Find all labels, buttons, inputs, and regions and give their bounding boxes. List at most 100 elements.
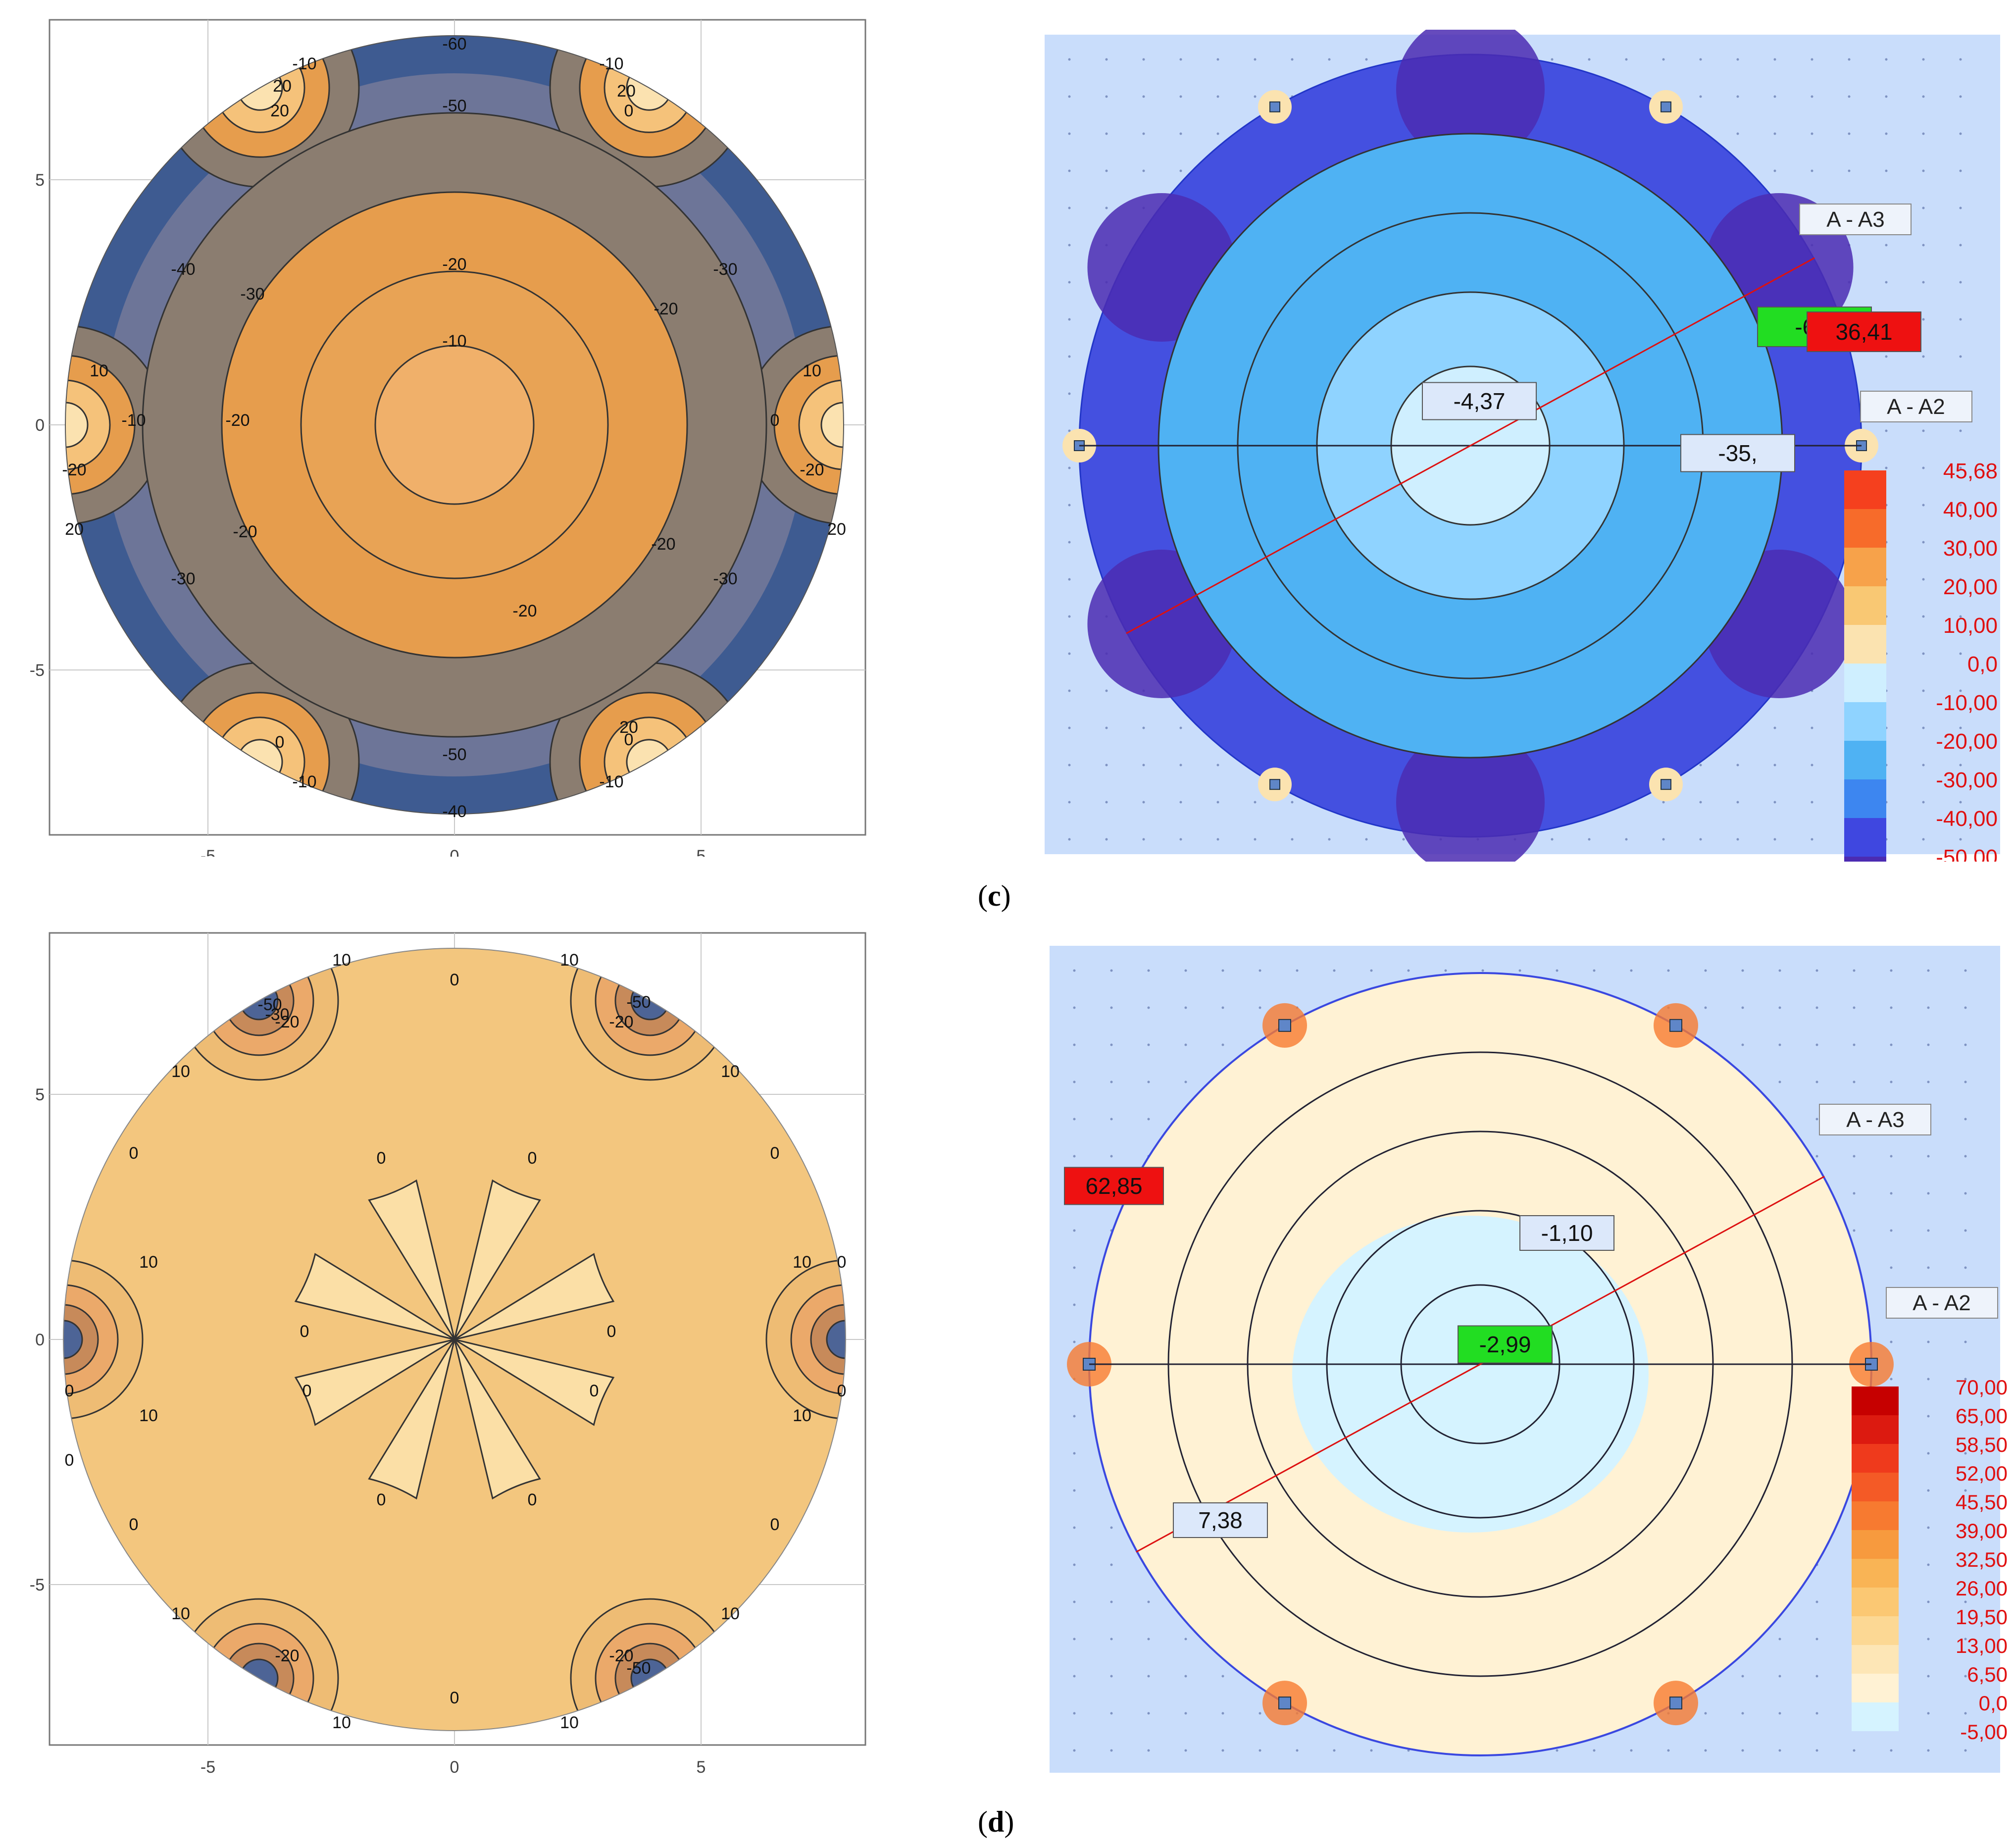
contour-label: 10 <box>139 1406 158 1425</box>
petal <box>453 1339 541 1500</box>
y-tick: -5 <box>30 661 45 680</box>
value-box-label: 7,38 <box>1198 1507 1243 1533</box>
legend-value: 13,00 <box>1956 1634 2008 1657</box>
grid-dot <box>1105 689 1108 692</box>
contour-label: -50 <box>257 995 282 1014</box>
grid-dot <box>1811 58 1813 61</box>
grid-dot <box>1959 578 1962 581</box>
grid-dot <box>1890 1006 1893 1009</box>
grid-dot <box>1927 1378 1930 1381</box>
grid-dot <box>1964 1489 1967 1492</box>
contour-label: 0 <box>450 1689 459 1707</box>
grid-dot <box>1551 58 1554 61</box>
grid-dot <box>1073 1266 1076 1269</box>
support-lobe <box>63 1259 144 1420</box>
support-lobe <box>65 402 89 448</box>
grid-dot <box>1556 1749 1559 1752</box>
contour-label: -10 <box>599 772 623 791</box>
grid-dot <box>1778 1749 1781 1752</box>
grid-dot <box>1296 969 1299 972</box>
petal <box>368 1179 455 1340</box>
grid-dot <box>1147 1006 1150 1009</box>
grid-dot <box>1853 1229 1856 1232</box>
contour-label: -50 <box>442 97 466 115</box>
grid-dot <box>1741 1712 1744 1715</box>
grid-dot <box>1964 1229 1967 1232</box>
grid-dot <box>1142 132 1145 135</box>
legend-value: -50,00 <box>1936 845 1998 862</box>
contour-label: 10 <box>560 951 579 970</box>
petal <box>453 1179 541 1340</box>
grid-dot <box>1179 801 1182 804</box>
legend-value: -40,00 <box>1936 807 1998 831</box>
grid-dot <box>1216 132 1219 135</box>
grid-dot <box>1922 281 1925 284</box>
grid-dot <box>1105 58 1108 61</box>
grid-dot <box>1147 1749 1150 1752</box>
fem-plot-d: 62,85 -1,10 -2,99 7,38 70,00 65,00 58,50 52,00… <box>1050 946 2008 1773</box>
grid-dot <box>1885 281 1888 284</box>
contour-label: -30 <box>713 260 737 279</box>
grid-dot <box>1259 1712 1261 1715</box>
section-a2-label: A - A2 <box>1913 1291 1970 1315</box>
grid-dot <box>1704 1006 1707 1009</box>
contour-label: 0 <box>607 1322 616 1341</box>
legend-value: 6,50 <box>1967 1663 2008 1686</box>
grid-dot <box>1667 1749 1670 1752</box>
grid-dot <box>1815 1600 1818 1603</box>
grid-dot <box>1848 132 1851 135</box>
grid-dot <box>1736 801 1739 804</box>
grid-dot <box>1927 969 1930 972</box>
grid-dot <box>1333 1749 1336 1752</box>
grid-dot <box>1964 1749 1967 1752</box>
grid-dot <box>1184 1749 1187 1752</box>
grid-dot <box>1699 764 1702 767</box>
grid-dot <box>1110 1712 1113 1715</box>
grid-dot <box>1815 1155 1818 1158</box>
contour-fill <box>65 36 844 814</box>
value-box-label: 62,85 <box>1085 1173 1142 1199</box>
support-lobe <box>63 1284 119 1395</box>
grid-dot <box>1147 1118 1150 1121</box>
support-node <box>1669 1696 1682 1710</box>
grid-dot <box>1922 615 1925 618</box>
contour-label: -20 <box>442 255 466 274</box>
legend-value: 10,00 <box>1943 614 1998 638</box>
grid-dot <box>1073 1303 1076 1306</box>
contour-label: 0 <box>450 971 459 989</box>
legend-swatch <box>1852 1645 1899 1674</box>
contour-label: 0 <box>377 1490 386 1509</box>
support-node <box>1661 101 1671 112</box>
grid-dot <box>1068 652 1071 655</box>
support-lobe <box>63 1320 83 1359</box>
grid-dot <box>1885 132 1888 135</box>
grid-dot <box>1699 58 1702 61</box>
petal <box>294 1338 455 1426</box>
contour-label: -10 <box>292 772 316 791</box>
contour-label: -20 <box>651 535 675 554</box>
petal <box>454 1253 615 1340</box>
grid-dot <box>1815 1638 1818 1641</box>
grid-dot <box>1221 969 1224 972</box>
contour-label: 0 <box>65 1451 74 1470</box>
contour-label: 0 <box>65 1382 74 1400</box>
grid-dot <box>1216 95 1219 98</box>
grid-dot <box>1147 1712 1150 1715</box>
grid-dot <box>1964 1043 1967 1046</box>
grid-dot <box>1773 95 1776 98</box>
grid-dot <box>1073 1749 1076 1752</box>
grid-dot <box>1105 169 1108 172</box>
grid-dot <box>1736 132 1739 135</box>
grid-dot <box>1221 1712 1224 1715</box>
grid-dot <box>1179 838 1182 841</box>
value-box <box>1680 434 1795 472</box>
grid-dot <box>1110 1638 1113 1641</box>
grid-dot <box>1778 1712 1781 1715</box>
value-box <box>1458 1325 1553 1364</box>
y-tick: 5 <box>35 1085 45 1104</box>
grid-dot <box>1773 801 1776 804</box>
grid-dot <box>1105 764 1108 767</box>
grid-dot <box>1922 206 1925 209</box>
grid-dot <box>1147 1638 1150 1641</box>
contour-label: -20 <box>275 1646 299 1665</box>
